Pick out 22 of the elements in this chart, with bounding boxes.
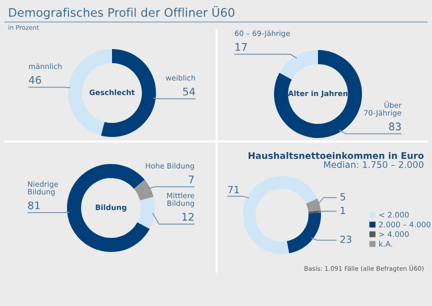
donut-slice — [134, 180, 154, 200]
donut-slice — [243, 176, 318, 254]
data-label: 7 — [188, 176, 194, 184]
data-label: 17 — [236, 43, 247, 51]
donut-slice — [306, 198, 321, 212]
data-label: 5 — [340, 193, 346, 200]
chart-subtitle: Median: 1.750 – 2.000 — [324, 161, 424, 168]
data-label: 81 — [28, 201, 40, 210]
data-label: 46 — [28, 76, 41, 84]
donut-slice — [308, 210, 321, 214]
donut-slice — [274, 50, 362, 138]
data-label: 1 — [340, 206, 346, 214]
data-label: 23 — [340, 236, 352, 244]
text: Demografisches Profil der Offliner Ü60 — [9, 6, 234, 20]
data-label: 12 — [182, 212, 194, 221]
data-label: 83 — [389, 122, 401, 130]
data-label: 71 — [228, 186, 239, 194]
donut-slice — [137, 196, 155, 229]
donut-slice — [279, 50, 318, 80]
chart-title: Haushaltsnettoeinkommen in Euro — [248, 152, 424, 159]
donut-slice — [286, 212, 321, 254]
data-label: 54 — [183, 88, 196, 96]
